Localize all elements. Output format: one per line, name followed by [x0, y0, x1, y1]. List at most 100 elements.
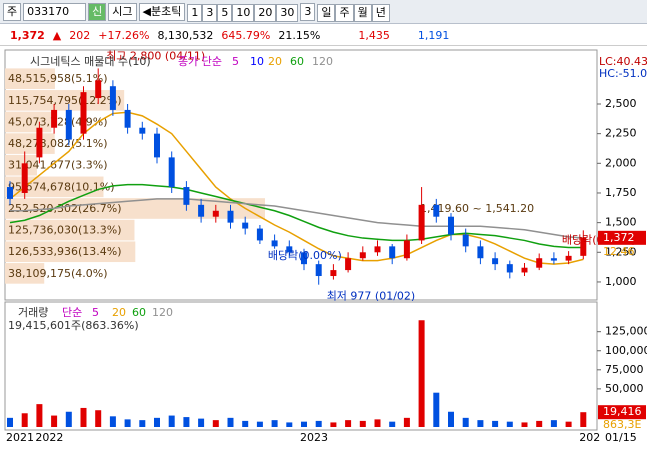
volume-bar	[536, 420, 543, 427]
candle-body	[65, 109, 72, 140]
y-tick-label: 2,500	[605, 97, 637, 110]
candle-body	[80, 92, 87, 134]
candle-body	[168, 157, 175, 188]
candle-body	[374, 246, 381, 253]
volume-bar	[154, 417, 160, 427]
volume-bar	[345, 420, 352, 427]
candle-body	[521, 267, 528, 273]
ma-line	[9, 183, 584, 249]
volume-bar	[227, 417, 234, 427]
annotation: 최고 2,800 (04/11)	[106, 49, 205, 62]
ma-line	[9, 111, 584, 265]
volume-bar	[198, 418, 205, 427]
volume-bar	[109, 416, 116, 427]
legend-item: 10	[250, 55, 264, 68]
period-button[interactable]: 10	[232, 3, 255, 22]
price: 1,372	[10, 29, 45, 42]
last-price: 1,372	[603, 231, 635, 244]
profile-bar	[5, 241, 136, 263]
volume-bar	[418, 320, 425, 427]
legend-title: 거래량	[18, 306, 48, 319]
volume-bar	[124, 419, 131, 427]
candle-body	[21, 163, 28, 193]
profile-bar	[5, 154, 37, 176]
candle-body	[477, 246, 484, 259]
candle-body	[109, 86, 116, 110]
view-button[interactable]: 주	[335, 3, 354, 22]
candle-body	[359, 252, 366, 259]
profile-label: 48,515,958(5.1%)	[8, 72, 108, 85]
volume-bar	[462, 417, 469, 427]
change-pct: +17.26%	[98, 29, 150, 42]
profile-label: 126,533,936(13.4%)	[8, 245, 122, 258]
legend-item: 5	[232, 55, 239, 68]
candle-body	[7, 187, 13, 199]
y-tick-label: 1,000	[605, 275, 637, 288]
candle-body	[183, 187, 190, 205]
x-tick-label: 2022	[35, 431, 63, 444]
y-tick-label: 2,250	[605, 127, 637, 140]
view-button[interactable]: 월	[353, 3, 372, 22]
tick-button[interactable]: ◀분초틱	[138, 2, 186, 21]
signal[interactable]: 신	[88, 2, 107, 21]
period-button[interactable]: 3	[202, 3, 218, 22]
volume-bar	[359, 420, 366, 427]
profile-label: 252,520,302(26.7%)	[8, 202, 122, 215]
code[interactable]: 033170	[23, 2, 87, 21]
y-tick-label: 1,250	[605, 245, 637, 258]
profile-bar	[5, 90, 125, 111]
candle-body	[565, 255, 572, 261]
view-button[interactable]: 년	[371, 3, 390, 22]
market[interactable]: 주	[3, 2, 22, 21]
profile-label: 31,041,677(3.3%)	[8, 159, 108, 172]
signal-label[interactable]: 시그	[108, 2, 137, 21]
candle-body	[506, 264, 513, 273]
y-tick-label: 1,500	[605, 216, 637, 229]
count[interactable]: 3	[300, 2, 316, 21]
low: 1,191	[417, 29, 450, 42]
arrow: ▲	[52, 29, 62, 42]
last-box	[598, 405, 646, 420]
view-button[interactable]: 일	[317, 3, 336, 22]
volume-info: 19,415,601주(863.36%)	[8, 319, 139, 332]
profile-label: 38,109,175(4.0%)	[8, 267, 108, 280]
volume-bar	[506, 421, 513, 427]
period-button[interactable]: 30	[276, 3, 299, 22]
annotation: 최저 977 (01/02)	[327, 290, 416, 303]
volume-panel	[4, 301, 598, 431]
legend-item: 20	[112, 306, 126, 319]
candle-body	[418, 204, 425, 241]
x-tick-label: 2021	[6, 431, 34, 444]
y-tick-label: 75,000	[605, 363, 644, 376]
candle-body	[492, 258, 499, 265]
candle-body	[301, 252, 307, 265]
profile-label: 95,674,678(10.1%)	[8, 180, 115, 193]
candle-body	[345, 258, 352, 271]
lc: LC:40.43	[599, 55, 647, 68]
periods: 1 3 5 10 20 30	[187, 3, 299, 22]
period-button[interactable]: 1	[187, 3, 203, 22]
volume-bar	[51, 415, 58, 427]
legend-item: 60	[132, 306, 146, 319]
volume-bar	[256, 421, 263, 427]
period-button[interactable]: 5	[217, 3, 233, 22]
period-button[interactable]: 20	[254, 3, 277, 22]
volume-pct: 645.79%	[221, 29, 271, 42]
x-tick-label: 202	[579, 431, 600, 444]
candle-body	[389, 246, 396, 259]
legend-item: 120	[312, 55, 333, 68]
volume-bar	[550, 420, 557, 427]
profile-bar	[5, 68, 55, 90]
extra-label: 863,3E	[603, 418, 641, 431]
profile-bar	[5, 263, 45, 284]
volume-bar	[492, 420, 499, 427]
profile-range: 1,419.60 ~ 1,541.20	[420, 202, 534, 215]
legend-item: 5	[92, 306, 99, 319]
ma-line	[10, 198, 584, 239]
volume-bar	[7, 417, 13, 427]
volume-bar	[168, 415, 175, 427]
volume-bar	[65, 411, 72, 427]
